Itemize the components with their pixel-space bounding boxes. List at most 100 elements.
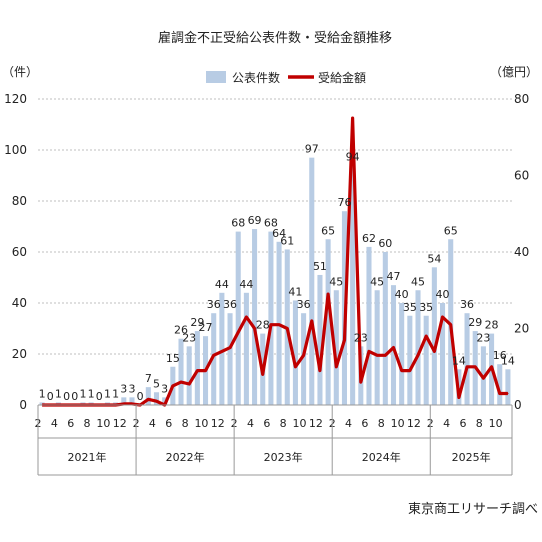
data-label: 16: [493, 349, 507, 362]
data-label: 45: [411, 275, 425, 288]
data-label: 36: [460, 298, 474, 311]
x-tick-label: 8: [84, 417, 91, 430]
bar: [497, 364, 503, 405]
line-point: [466, 366, 468, 368]
line-point: [360, 381, 362, 383]
year-label: 2021年: [68, 450, 107, 464]
data-label: 7: [145, 372, 152, 385]
data-label: 28: [256, 319, 270, 332]
data-label: 69: [248, 214, 262, 227]
data-labels: 1 0 1 0 0 1 1 0 1 1 3 307 5 3152623292736443668446928…: [39, 143, 515, 403]
data-label: 65: [444, 224, 458, 237]
x-tick-label: 12: [309, 417, 323, 430]
bar: [317, 274, 323, 405]
x-tick-label: 6: [459, 417, 466, 430]
line-point: [441, 316, 444, 318]
left-axis-ticks: 0 20 40 60 80 100 120: [4, 92, 27, 412]
x-tick-label: 8: [378, 417, 385, 430]
x-tick-label: 12: [407, 417, 421, 430]
x-tick-label: 6: [67, 417, 74, 430]
data-label: 35: [419, 301, 433, 314]
data-label: 60: [378, 237, 392, 250]
data-label: 1: [104, 387, 111, 400]
line-point: [131, 403, 133, 405]
data-label: 15: [166, 352, 180, 365]
line-point: [229, 347, 231, 349]
x-tick-label: 12: [211, 417, 225, 430]
data-label: 36: [297, 298, 311, 311]
data-label: 0: [137, 390, 144, 403]
data-label: 61: [280, 234, 294, 247]
x-tick-label: 6: [165, 417, 172, 430]
data-label: 68: [231, 217, 245, 230]
bar: [39, 402, 45, 405]
line-point: [278, 324, 280, 326]
bar: [505, 369, 511, 405]
data-label: 41: [288, 285, 302, 298]
bar: [301, 313, 307, 405]
data-label: 14: [501, 354, 515, 367]
right-tick-label: 0: [514, 398, 522, 412]
line-point: [319, 369, 321, 372]
line-point: [450, 324, 452, 326]
year-label: 2022年: [166, 450, 205, 464]
left-tick-label: 40: [12, 296, 27, 310]
data-label: 45: [329, 275, 343, 288]
x-tick-label: 10: [194, 417, 208, 430]
data-label: 94: [346, 150, 360, 163]
line-point: [401, 369, 403, 372]
data-label: 3: [161, 382, 168, 395]
data-label: 35: [403, 301, 417, 314]
data-label: 47: [387, 270, 401, 283]
data-label: 1: [88, 387, 95, 400]
data-label: 40: [395, 288, 409, 301]
line-point: [392, 347, 395, 349]
x-tick-label: 12: [113, 417, 127, 430]
line-point: [368, 350, 370, 353]
line-point: [335, 366, 337, 368]
left-axis-unit: （件）: [2, 65, 38, 79]
data-label: 62: [362, 232, 376, 245]
line-point: [482, 377, 484, 379]
line-point: [425, 335, 427, 337]
line-point: [188, 383, 190, 385]
bar: [186, 346, 192, 405]
left-tick-label: 120: [4, 92, 27, 106]
line-point: [499, 392, 501, 395]
line-point: [196, 369, 198, 372]
bar: [440, 303, 446, 405]
data-label: 64: [272, 227, 286, 240]
right-tick-label: 40: [514, 245, 529, 259]
legend-line-label: 受給金額: [318, 70, 366, 85]
bar: [325, 239, 331, 405]
data-label: 36: [223, 298, 237, 311]
line-point: [417, 354, 419, 356]
source-note: 東京商工リサーチ調べ: [408, 501, 538, 517]
data-label: 26: [174, 324, 188, 337]
data-label: 3: [128, 382, 135, 395]
x-tick-label: 8: [182, 417, 189, 430]
left-tick-label: 0: [19, 398, 27, 412]
year-label: 2024年: [362, 450, 401, 464]
line-point: [376, 354, 378, 356]
line-point: [123, 403, 125, 405]
line-point: [458, 396, 460, 398]
line-point: [433, 350, 435, 353]
data-label: 44: [215, 278, 229, 291]
line-point: [180, 381, 182, 383]
bar: [366, 246, 372, 405]
right-tick-label: 80: [514, 92, 529, 106]
data-label: 1: [79, 387, 86, 400]
line-point: [172, 385, 174, 387]
bar: [252, 229, 258, 405]
bar-series: [39, 157, 511, 405]
data-label: 0: [63, 390, 70, 403]
line-point: [204, 369, 207, 372]
right-axis-ticks: 0 20 40 60 80: [514, 92, 529, 412]
x-tick-label: 8: [476, 417, 483, 430]
data-label: 54: [427, 252, 441, 265]
line-point: [352, 117, 354, 119]
x-tick-label: 10: [489, 417, 503, 430]
x-tick-label: 4: [51, 417, 58, 430]
bar: [145, 387, 151, 405]
